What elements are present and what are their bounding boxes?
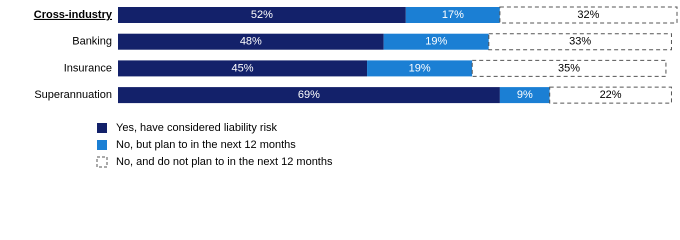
category-label: Insurance <box>64 62 112 74</box>
legend-swatch <box>97 140 107 150</box>
value-label: 69% <box>298 89 320 101</box>
chart: Cross-industry 52% 17% 32% Banking 48% 19% 33% I… <box>34 6 678 168</box>
bar-segment <box>383 33 489 50</box>
value-label: 22% <box>600 89 622 101</box>
category-label: Superannuation <box>34 89 112 101</box>
value-label: 17% <box>442 9 464 21</box>
value-label: 35% <box>558 62 580 74</box>
category-label: Cross-industry <box>34 9 113 21</box>
value-label: 19% <box>425 36 447 48</box>
legend-label: No, and do not plan to in the next 12 mo… <box>116 156 333 168</box>
legend-label: No, but plan to in the next 12 months <box>116 139 296 151</box>
bar-segment <box>488 33 672 51</box>
bar-segment <box>367 60 473 77</box>
value-label: 33% <box>569 36 591 48</box>
legend-swatch <box>97 123 107 133</box>
value-label: 9% <box>517 89 533 101</box>
bar-segment <box>405 7 500 23</box>
bar-segment <box>549 86 672 104</box>
category-label: Banking <box>72 36 112 48</box>
legend-swatch <box>96 156 108 168</box>
bar-segment <box>499 87 550 104</box>
bar-segment <box>118 33 384 50</box>
value-label: 45% <box>232 62 254 74</box>
bar-segment <box>499 6 678 24</box>
bar-segment <box>118 7 406 23</box>
value-label: 19% <box>409 62 431 74</box>
bar-segment <box>471 59 667 77</box>
bar-segment <box>118 87 500 104</box>
value-label: 48% <box>240 36 262 48</box>
value-label: 52% <box>251 9 273 21</box>
value-label: 32% <box>577 9 599 21</box>
bar-segment <box>118 60 368 77</box>
legend-label: Yes, have considered liability risk <box>116 122 278 134</box>
